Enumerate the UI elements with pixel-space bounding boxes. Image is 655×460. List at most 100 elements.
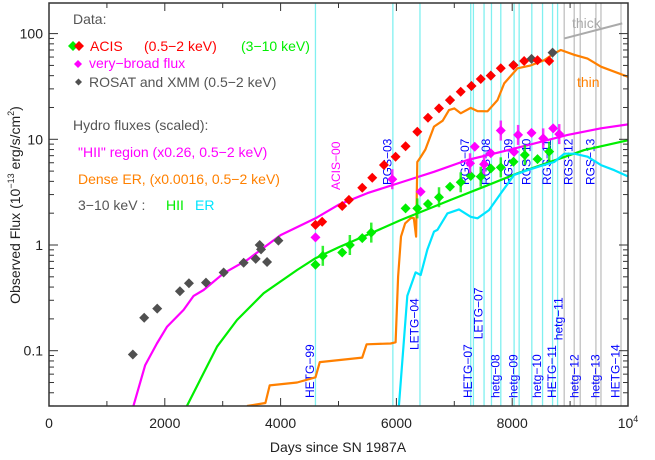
observation-label: HETG−11 [545,345,559,398]
data-point [513,129,524,140]
data-point [544,56,555,67]
legend-broad: very−broad flux [89,55,185,71]
legend-acis-hard: (3−10 keV) [241,38,310,54]
data-point [400,141,411,152]
data-point [475,73,486,84]
observation-label: hetg−13 [588,354,602,398]
data-point [337,247,348,258]
observation-label: hetg−12 [568,354,582,398]
legend-hii: "HII" region (x0.26, 0.5−2 keV) [78,144,267,160]
legend-acis-soft: (0.5−2 keV) [144,38,217,54]
data-points [127,47,565,360]
legend-broad-marker [74,60,82,68]
observation-label: RGS−10 [519,138,533,185]
data-point [343,194,354,205]
observation-label: hetg−11 [552,297,566,340]
observation-label: HETG−14 [608,344,622,398]
data-point [455,86,466,97]
legend-acis: ACIS [90,38,123,54]
data-point [434,192,445,203]
y-label-close: ) [7,106,23,111]
observation-label: HETG−99 [303,344,317,398]
data-point [495,63,506,74]
legend-hard-er: ER [195,197,214,213]
data-point [310,259,321,270]
data-point [485,148,496,159]
data-point [508,156,519,167]
data-point [174,286,185,297]
data-point [485,70,496,81]
data-point [434,103,445,114]
x-tick-label: 8000 [497,415,528,431]
data-point [412,126,423,137]
observation-lines: HETG−99RGS−03LETG−04RGS−07HETG−07LETG−07… [303,3,622,406]
data-point [400,203,411,214]
data-point [357,233,368,244]
data-point [387,174,398,185]
curve-dense-er-x0-0016-0-5-2-kev- [246,48,628,406]
data-point [262,257,273,268]
data-point [250,253,261,264]
data-point [538,133,549,144]
data-point [509,146,520,157]
legend-dense: Dense ER, (x0.0016, 0.5−2 keV) [78,171,280,187]
y-label-main: Observed Flux (10 [7,188,23,303]
data-point [508,60,519,71]
data-point [367,172,378,183]
data-point [317,250,328,261]
legend-hard-hii: HII [166,197,184,213]
x-tick-exp: 4 [633,414,638,424]
data-point [455,177,466,188]
data-point [485,163,496,174]
observation-label: LETG−07 [472,287,486,339]
observation-label: LETG−04 [407,298,421,350]
data-point [415,186,426,197]
y-tick-label: 1 [35,237,43,253]
legend-hydro-heading: Hydro fluxes (scaled): [73,117,208,133]
x-tick-label: 6000 [381,415,412,431]
model-curves [132,48,628,406]
y-label-unit-exp: 2 [6,111,16,116]
data-point [466,81,477,92]
data-point [495,125,506,136]
data-point [526,127,537,138]
x-tick-label: 0 [45,415,53,431]
annotation-thick: thick [572,15,602,31]
data-point [183,278,194,289]
data-point [479,159,490,170]
annotation-acis00: ACIS−00 [329,141,343,190]
data-point [200,277,211,288]
data-point [344,240,355,250]
legend-rosat: ROSAT and XMM (0.5−2 keV) [89,74,276,90]
data-point [337,200,348,211]
data-point [317,216,328,227]
data-point [218,267,229,278]
data-point [548,123,559,134]
data-point [366,227,377,238]
legend-acis-hard-marker [68,41,78,51]
y-tick-label: 100 [20,26,44,42]
thick-indicator-line [564,22,623,40]
data-point [465,158,476,169]
data-point [519,150,530,161]
data-point [422,112,433,123]
annotation-thin: thin [577,74,600,90]
x-tick-label: 4000 [265,415,296,431]
data-point [469,141,480,152]
data-point [422,199,433,210]
x-tick-label: 104 [618,414,639,431]
y-axis-label: Observed Flux (10−13 erg/s/cm2) [6,106,23,304]
data-point [445,181,456,192]
x-axis-label: Days since SN 1987A [270,439,407,455]
data-point [532,55,543,66]
data-point [256,244,267,255]
data-point [378,160,389,171]
data-point [412,203,423,214]
y-label-exp: −13 [6,173,16,188]
axes: 0 2000 4000 6000 8000 104 0.1 1 10 100 [20,2,639,431]
data-point [273,235,284,246]
legend-rosat-marker [75,78,82,86]
data-point [465,170,476,181]
legend-hard-prefix: 3−10 keV : [78,197,145,213]
